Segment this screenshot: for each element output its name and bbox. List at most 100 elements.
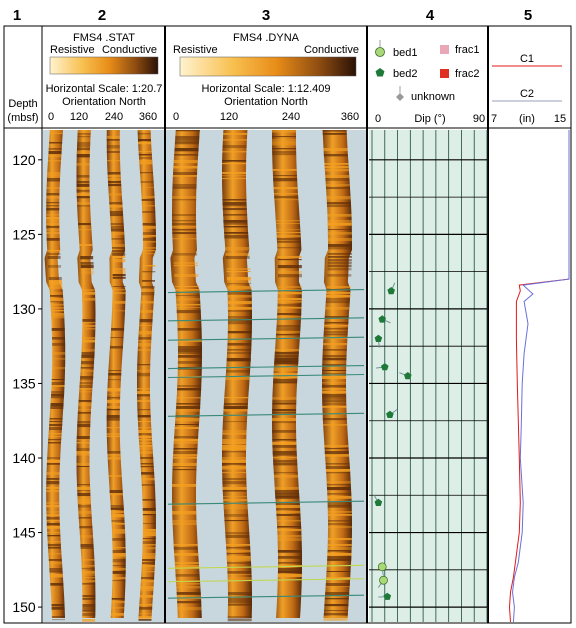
bedding-trace [167,564,365,569]
dyna-image-texture [177,355,202,358]
dyna-image-texture [277,538,302,541]
stat-image-texture [77,421,91,424]
stat-image-texture [76,148,90,151]
stat-image-texture [140,580,154,583]
stat-image-texture [50,310,64,312]
dyna-image-texture [226,556,251,560]
dyna-image-texture [172,466,197,468]
legend-bed2: bed2 [393,68,417,80]
dyna-image-texture [225,376,250,379]
stat-image-texture [77,490,91,492]
stat-image-texture [112,277,126,279]
dyna-image-texture [222,139,247,141]
stat-image-texture [111,601,125,604]
stat-image-texture [110,223,124,226]
stat-image-texture [82,583,96,585]
dyna-image-texture [325,301,350,304]
stat-image-texture [140,583,154,586]
dyna-image-texture [275,493,300,497]
stat-image-texture [82,613,96,616]
stat-image-texture [110,226,124,230]
dyna-image-texture [276,514,301,516]
stat-image-texture [81,565,95,567]
stat-image-texture [141,565,155,568]
stat-image-texture [81,574,95,577]
stat-image-texture [136,391,150,395]
frac2-legend-symbol [440,69,449,78]
stat-image-texture [82,298,96,301]
stat-image-texture [107,400,121,404]
dyna-image-texture [176,307,201,309]
stat-image-texture [80,262,94,265]
dyna-image-texture [277,574,302,578]
dyna-image-texture [324,322,349,324]
stat-image-texture [141,577,155,579]
dyna-image-texture [227,601,252,604]
stat-image-texture [76,181,90,184]
stat-image-texture [107,394,121,396]
dyna-image-texture [273,370,298,372]
stat-azimuth-240: 240 [105,111,123,123]
stat-image-texture [138,619,152,621]
dyna-image-texture [172,184,197,188]
dyna-image-texture [225,532,250,535]
stat-image-texture [50,304,64,306]
stat-image-texture [82,328,96,330]
stat-image-texture [137,133,151,135]
stat-image-texture [140,463,154,465]
dyna-image-texture [172,187,197,190]
dyna-image-texture [322,397,347,400]
stat-image-texture [48,562,62,565]
stat-image-texture [48,559,62,561]
dyna-image-texture [222,463,247,465]
stat-image-texture [139,163,153,165]
dyna-image-texture [273,463,298,466]
depth-label: Depth [8,98,37,110]
stat-image-texture [46,208,60,211]
stat-image-texture [47,460,61,463]
dyna-image-texture [273,472,298,474]
stat-image-texture [49,427,63,431]
dyna-image-texture [277,259,302,261]
stat-image-texture [82,340,96,343]
stat-image-texture [76,484,90,486]
dyna-image-texture [222,481,247,485]
stat-image-texture [82,337,96,340]
dyna-image-texture [226,358,251,362]
stat-image-texture [112,289,126,291]
depth-tick-label: 150 [12,599,36,615]
dyna-image-texture [224,514,249,517]
stat-image-texture [111,520,125,522]
stat-image-texture [46,523,60,526]
dyna-image-strip-1 [170,130,202,618]
dyna-image-texture [174,562,199,565]
stat-image-texture [142,499,156,501]
stat-image-texture [141,484,155,486]
dyna-image-texture [272,421,297,424]
dyna-image-texture [176,595,201,598]
dyna-image-texture [327,247,352,250]
dyna-image-texture [172,229,197,231]
stat-image-texture [52,337,66,340]
stat-image-texture [46,490,60,493]
dyna-image-strip-2 [222,130,252,618]
dyna-image-texture [277,535,302,538]
stat-image-texture [51,379,65,381]
stat-image-texture [49,292,63,295]
dyna-image-texture [272,175,297,177]
dyna-image-texture [273,193,298,195]
stat-image-texture [46,232,60,235]
stat-image-texture [80,547,94,550]
dyna-image-texture [176,592,201,595]
stat-image-texture [112,286,126,288]
bed2-point [383,592,392,600]
stat-image-texture [137,373,151,377]
dyna-image-texture [227,280,252,284]
dyna-image-texture [227,316,252,319]
dyna-image-texture [176,304,201,306]
dyna-image-texture [172,199,197,201]
stat-image-texture [47,541,61,543]
dyna-image-texture [322,403,347,406]
dyna-image-texture [223,499,248,502]
stat-image-texture [76,442,90,444]
